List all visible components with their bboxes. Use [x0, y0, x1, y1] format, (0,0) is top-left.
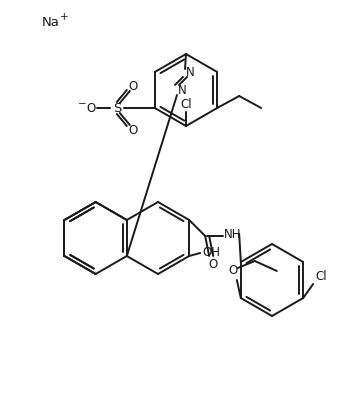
Text: −: − [77, 99, 86, 109]
Text: NH: NH [224, 227, 241, 240]
Text: O: O [228, 264, 238, 277]
Text: O: O [208, 258, 218, 271]
Text: Cl: Cl [315, 271, 327, 284]
Text: N: N [186, 65, 194, 78]
Text: O: O [128, 123, 138, 136]
Text: +: + [60, 12, 69, 22]
Text: S: S [113, 102, 121, 115]
Text: Na: Na [42, 15, 60, 28]
Text: OH: OH [202, 245, 220, 258]
Text: O: O [128, 80, 138, 93]
Text: O: O [86, 102, 95, 115]
Text: N: N [177, 84, 186, 97]
Text: Cl: Cl [180, 97, 192, 110]
